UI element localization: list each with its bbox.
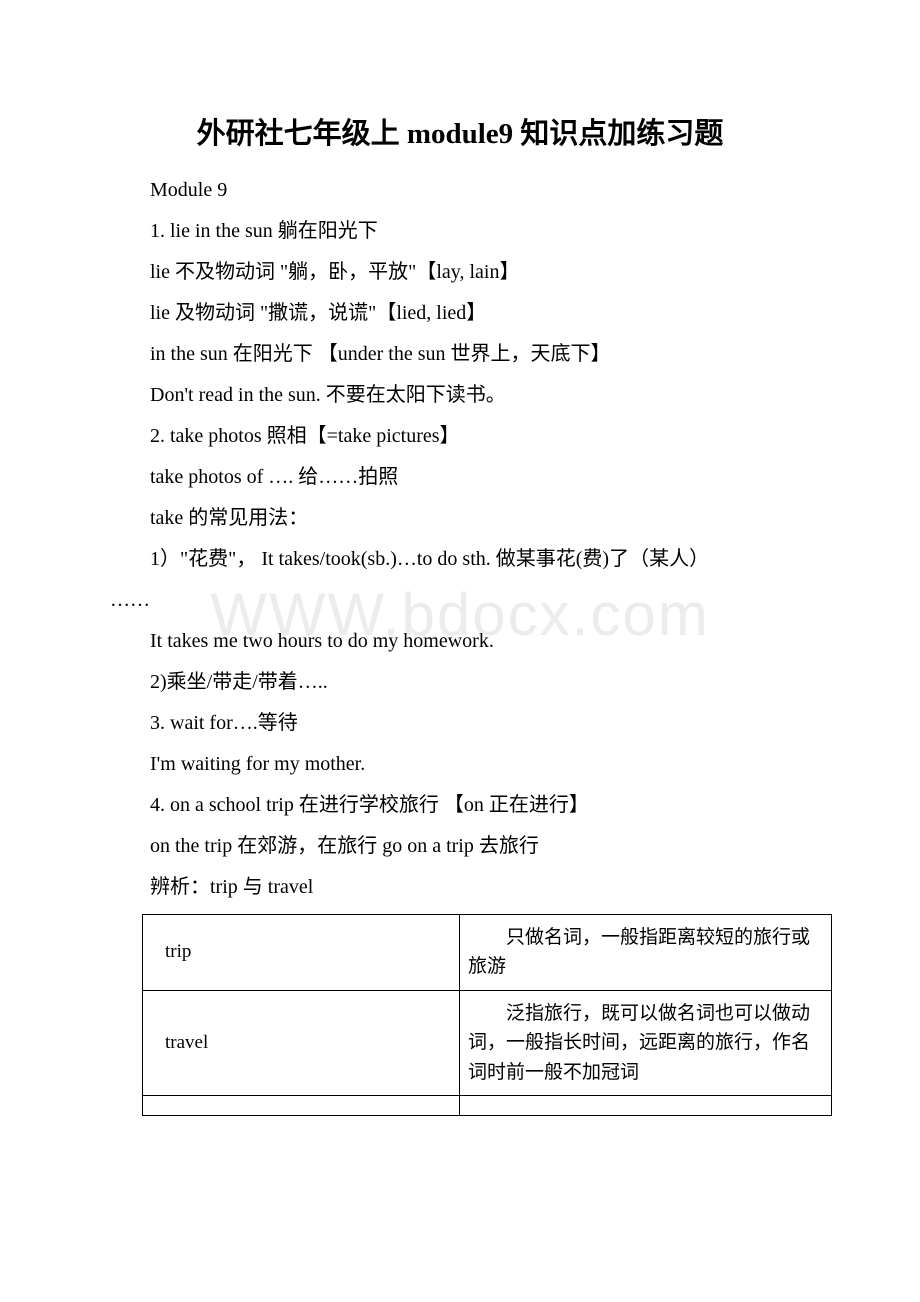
text-line: It takes me two hours to do my homework. (110, 621, 810, 662)
text-line: 1）"花费"， It takes/took(sb.)…to do sth. 做某… (110, 539, 810, 580)
text-line: …… (110, 580, 810, 621)
table-row: trip 只做名词，一般指距离较短的旅行或旅游 (143, 915, 832, 991)
comparison-table: trip 只做名词，一般指距离较短的旅行或旅游 travel 泛指旅行，既可以做… (142, 914, 832, 1116)
table-cell-empty (459, 1096, 831, 1116)
text-line: 辨析：trip 与 travel (110, 867, 810, 908)
document-body: 外研社七年级上 module9 知识点加练习题 Module 9 1. lie … (110, 110, 810, 1116)
table-cell-term: travel (143, 990, 460, 1095)
text-line: 3. wait for….等待 (110, 703, 810, 744)
text-line: Don't read in the sun. 不要在太阳下读书。 (110, 375, 810, 416)
text-line: 2)乘坐/带走/带着….. (110, 662, 810, 703)
text-line: I'm waiting for my mother. (110, 744, 810, 785)
text-line: 1. lie in the sun 躺在阳光下 (110, 211, 810, 252)
table-row (143, 1096, 832, 1116)
doc-title: 外研社七年级上 module9 知识点加练习题 (110, 110, 810, 152)
table-cell-text: 泛指旅行，既可以做名词也可以做动词，一般指长时间，远距离的旅行，作名词时前一般不… (468, 999, 819, 1087)
text-line: in the sun 在阳光下 【under the sun 世界上，天底下】 (110, 334, 810, 375)
text-line: lie 及物动词 "撒谎，说谎"【lied, lied】 (110, 293, 810, 334)
table-cell-term: trip (143, 915, 460, 991)
table-cell-empty (143, 1096, 460, 1116)
text-line: Module 9 (110, 170, 810, 211)
text-line: 2. take photos 照相【=take pictures】 (110, 416, 810, 457)
text-line: on the trip 在郊游，在旅行 go on a trip 去旅行 (110, 826, 810, 867)
text-line: lie 不及物动词 "躺，卧，平放"【lay, lain】 (110, 252, 810, 293)
text-line: 4. on a school trip 在进行学校旅行 【on 正在进行】 (110, 785, 810, 826)
table-cell-def: 只做名词，一般指距离较短的旅行或旅游 (459, 915, 831, 991)
text-line: take 的常见用法： (110, 498, 810, 539)
table-row: travel 泛指旅行，既可以做名词也可以做动词，一般指长时间，远距离的旅行，作… (143, 990, 832, 1095)
text-line: take photos of …. 给……拍照 (110, 457, 810, 498)
table-cell-def: 泛指旅行，既可以做名词也可以做动词，一般指长时间，远距离的旅行，作名词时前一般不… (459, 990, 831, 1095)
table-cell-text: 只做名词，一般指距离较短的旅行或旅游 (468, 923, 819, 982)
